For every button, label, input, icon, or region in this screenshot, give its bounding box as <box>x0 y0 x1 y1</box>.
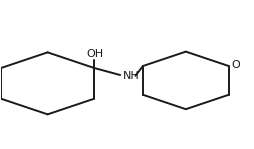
Text: OH: OH <box>86 49 103 59</box>
Text: O: O <box>231 60 240 70</box>
Text: NH: NH <box>123 71 139 81</box>
